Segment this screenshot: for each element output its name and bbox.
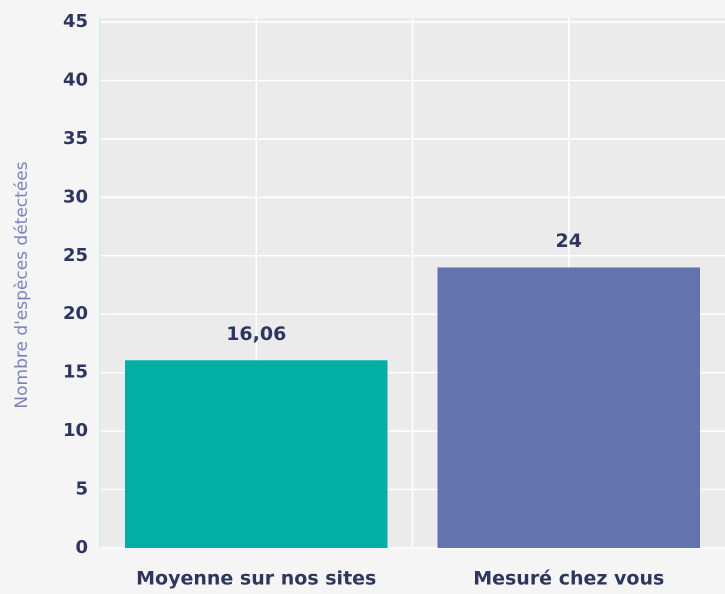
y-tick-label: 30 (63, 186, 88, 207)
value-label: 24 (556, 230, 582, 252)
x-tick-label: Mesuré chez vous (473, 568, 664, 590)
y-axis-label: Nombre d'espèces détectées (12, 161, 32, 408)
y-tick-label: 0 (75, 537, 88, 558)
y-tick-label: 15 (63, 362, 88, 383)
y-tick-label: 25 (63, 245, 88, 266)
y-tick-label: 20 (63, 303, 88, 324)
value-label: 16,06 (226, 323, 286, 345)
y-tick-label: 5 (75, 479, 88, 500)
bar (125, 360, 388, 548)
bar (437, 267, 700, 548)
x-tick-label: Moyenne sur nos sites (136, 568, 376, 590)
y-tick-label: 40 (63, 69, 88, 90)
y-tick-label: 10 (63, 420, 88, 441)
y-tick-label: 45 (63, 11, 88, 32)
y-tick-label: 35 (63, 128, 88, 149)
